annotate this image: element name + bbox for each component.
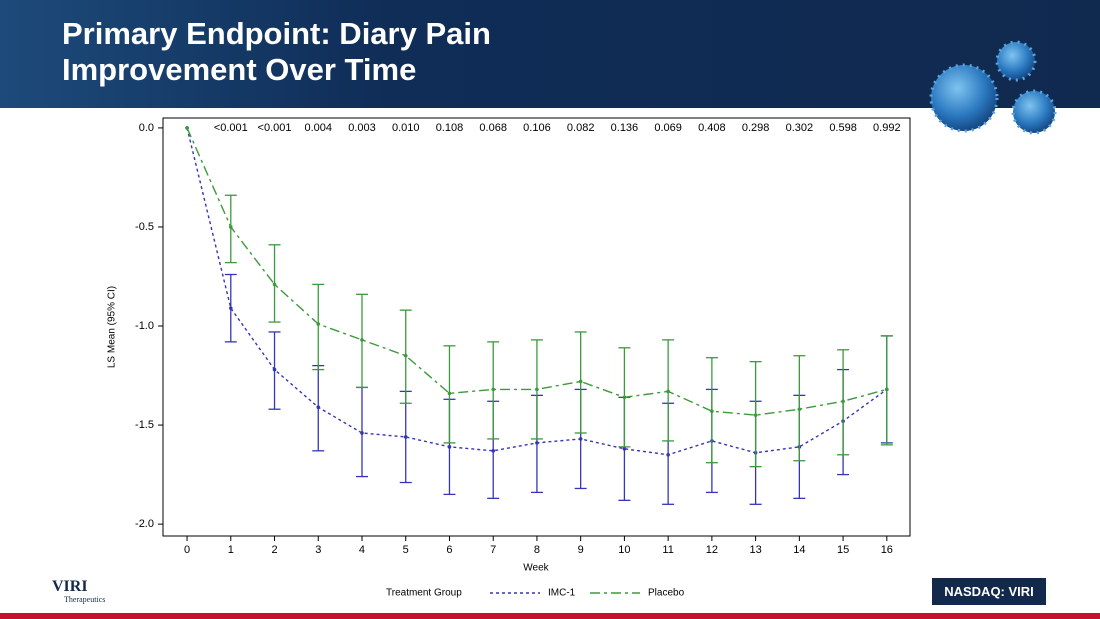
x-tick-label: 12 [706, 544, 718, 556]
p-value: 0.068 [479, 122, 507, 134]
point [622, 447, 627, 451]
point [316, 405, 321, 410]
point [491, 449, 496, 453]
header-band [0, 0, 1100, 108]
p-value: 0.992 [873, 122, 901, 134]
x-tick-label: 0 [184, 544, 190, 556]
p-value: <0.001 [258, 122, 292, 134]
logo: VIRI [52, 578, 88, 595]
x-axis-label: Week [523, 563, 549, 574]
point [491, 387, 496, 392]
point [447, 391, 452, 396]
point [403, 435, 408, 439]
y-axis-label: LS Mean (95% CI) [107, 286, 118, 368]
p-value: 0.003 [348, 122, 376, 134]
y-tick-label: -2.0 [135, 518, 154, 530]
p-value: 0.136 [611, 122, 639, 134]
p-value: 0.108 [436, 122, 464, 134]
x-tick-label: 13 [749, 544, 761, 556]
point [272, 282, 277, 287]
point [535, 441, 539, 445]
logo-subtitle: Therapeutics [64, 595, 106, 604]
x-tick-label: 5 [403, 544, 409, 556]
point [535, 387, 539, 392]
ticker-badge: NASDAQ: VIRI [932, 578, 1046, 605]
point [228, 306, 233, 310]
y-tick-label: -1.5 [135, 419, 154, 431]
x-tick-label: 14 [793, 544, 805, 556]
x-tick-label: 3 [315, 544, 321, 556]
bottom-rule [0, 613, 1100, 619]
slide-title: Primary Endpoint: Diary Pain Improvement… [62, 16, 491, 87]
p-value: 0.004 [304, 122, 332, 134]
y-tick-label: -1.0 [135, 320, 154, 332]
p-value: 0.106 [523, 122, 551, 134]
point [447, 445, 452, 449]
point [797, 407, 802, 412]
p-value: 0.298 [742, 122, 770, 134]
p-value: 0.408 [698, 122, 726, 134]
point [228, 225, 233, 229]
p-value: 0.069 [654, 122, 682, 134]
virus-icons [929, 40, 1057, 135]
p-value: 0.010 [392, 122, 420, 134]
y-tick-label: -0.5 [135, 221, 154, 233]
point [360, 338, 364, 342]
x-tick-label: 15 [837, 544, 849, 556]
x-tick-label: 4 [359, 544, 365, 556]
point [403, 353, 408, 358]
point [885, 387, 889, 392]
point [841, 399, 845, 404]
point [622, 395, 627, 400]
point [185, 126, 189, 130]
x-tick-label: 6 [446, 544, 452, 556]
x-tick-label: 7 [490, 544, 496, 556]
legend-title: Treatment Group [386, 588, 462, 599]
point [578, 437, 583, 441]
x-tick-label: 9 [578, 544, 584, 556]
x-tick-label: 2 [271, 544, 277, 556]
point [578, 379, 583, 384]
p-value: <0.001 [214, 122, 248, 134]
x-tick-label: 10 [618, 544, 630, 556]
x-tick-label: 1 [228, 544, 234, 556]
legend-label: Placebo [648, 588, 685, 599]
y-tick-label: 0.0 [139, 122, 154, 134]
p-value: 0.302 [786, 122, 814, 134]
p-value: 0.598 [829, 122, 857, 134]
point [710, 409, 714, 413]
point [753, 413, 758, 417]
x-tick-label: 11 [662, 544, 673, 556]
x-tick-label: 16 [881, 544, 893, 556]
point [666, 389, 670, 394]
point [272, 367, 277, 372]
point [316, 322, 321, 326]
point [666, 452, 670, 457]
legend-label: IMC-1 [548, 588, 576, 599]
x-tick-label: 8 [534, 544, 540, 556]
point [360, 431, 364, 435]
p-value: 0.082 [567, 122, 595, 134]
